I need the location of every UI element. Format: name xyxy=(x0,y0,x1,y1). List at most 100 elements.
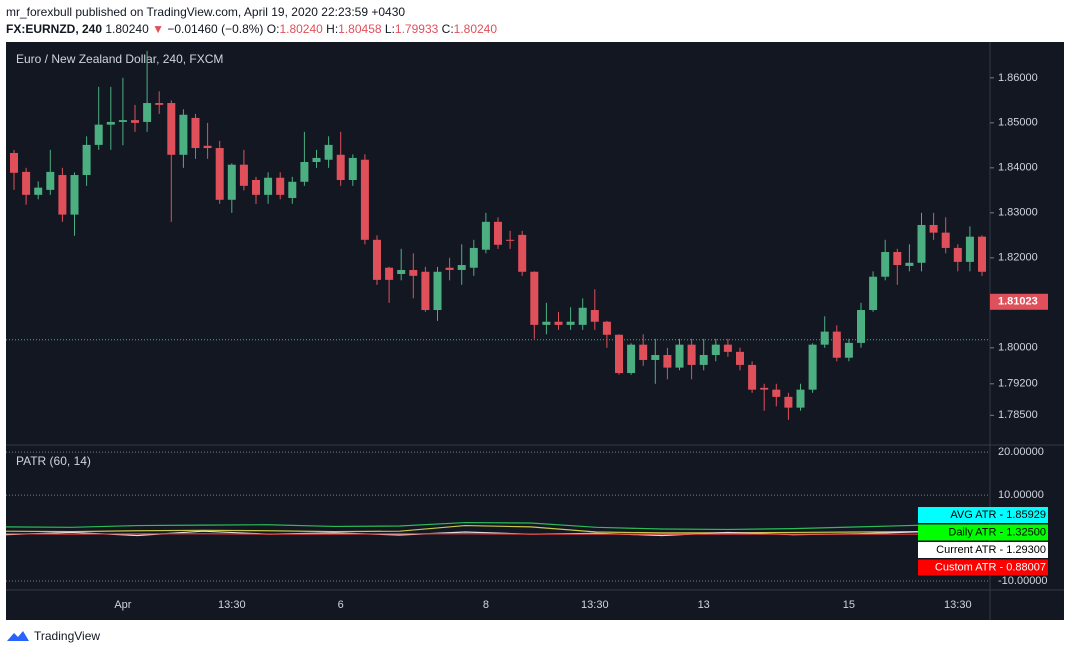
candle-body xyxy=(94,124,103,145)
main-title: Euro / New Zealand Dollar, 240, FXCM xyxy=(16,52,223,66)
chart: Euro / New Zealand Dollar, 240, FXCM PAT… xyxy=(6,42,1064,620)
candle-body xyxy=(978,236,986,272)
x-tick-label: Apr xyxy=(114,599,131,611)
candle-body xyxy=(469,247,478,268)
atr-label: Custom ATR - 0.88007 xyxy=(935,561,1046,573)
candle-body xyxy=(167,103,176,155)
candle-body xyxy=(155,103,164,105)
candle-body xyxy=(336,154,345,180)
candle-body xyxy=(530,271,539,325)
candle-body xyxy=(578,307,587,325)
x-tick-label: 13:30 xyxy=(218,599,246,611)
candle-body xyxy=(10,152,18,173)
indicator-line xyxy=(6,524,990,534)
candle-body xyxy=(324,144,333,160)
header-line-2: FX:EURNZD, 240 1.80240 ▼ −0.01460 (−0.8%… xyxy=(6,22,497,36)
candle-body xyxy=(118,120,127,122)
h-value: 1.80458 xyxy=(338,22,382,36)
brand: TradingView xyxy=(34,629,101,643)
candle-body xyxy=(276,177,285,195)
y-tick-label: 1.83000 xyxy=(998,207,1038,219)
candle-body xyxy=(663,355,672,368)
last-price-label: 1.81023 xyxy=(998,296,1038,308)
candle-body xyxy=(905,262,914,266)
candle-body xyxy=(203,145,212,149)
candle-body xyxy=(566,321,575,325)
candle-body xyxy=(723,344,732,352)
candle-body xyxy=(22,171,31,195)
candle-body xyxy=(917,224,926,263)
candle-body xyxy=(106,121,115,125)
candle-body xyxy=(397,269,406,275)
header-line-1: mr_forexbull published on TradingView.co… xyxy=(6,5,405,19)
y2-tick-label: -10.00000 xyxy=(998,575,1048,587)
candle-body xyxy=(385,267,394,280)
candle-body xyxy=(215,148,224,200)
candle-body xyxy=(881,251,890,277)
atr-label: AVG ATR - 1.85929 xyxy=(950,509,1046,521)
indicator-line xyxy=(6,533,990,535)
candle-body xyxy=(736,351,744,365)
y2-tick-label: 20.00000 xyxy=(998,446,1044,458)
x-tick-label: 13:30 xyxy=(581,599,609,611)
candle-body xyxy=(953,247,962,262)
candle-body xyxy=(348,157,357,180)
candle-body xyxy=(288,181,297,198)
candle-body xyxy=(602,321,611,335)
candle-body xyxy=(445,267,454,270)
candle-body xyxy=(941,232,950,248)
y-tick-label: 1.84000 xyxy=(998,162,1038,174)
candle-body xyxy=(82,144,91,176)
candle-body xyxy=(869,276,878,311)
candle-body xyxy=(70,175,79,215)
c-label: C: xyxy=(441,22,454,36)
last-price-box xyxy=(990,293,1048,310)
h-label: H: xyxy=(326,22,339,36)
candle-body xyxy=(506,239,515,241)
candle-body xyxy=(433,271,442,311)
candle-body xyxy=(711,344,720,356)
candle-body xyxy=(373,239,381,280)
candle-body xyxy=(179,114,188,155)
y-tick-label: 1.82000 xyxy=(998,252,1038,264)
candle-body xyxy=(58,175,67,215)
x-tick-label: 13 xyxy=(698,599,710,611)
plot xyxy=(6,50,990,537)
change: −0.01460 (−0.8%) xyxy=(167,22,264,36)
candle-body xyxy=(590,310,599,322)
candle-body xyxy=(264,177,273,195)
x-tick-label: 8 xyxy=(483,599,489,611)
candle-body xyxy=(239,164,248,186)
c-value: 1.80240 xyxy=(453,22,498,36)
candle-body xyxy=(554,321,563,325)
y2-tick-label: 10.00000 xyxy=(998,489,1044,501)
x-tick-label: 15 xyxy=(843,599,855,611)
candle-body xyxy=(252,179,260,195)
logo xyxy=(7,631,29,641)
candle-body xyxy=(518,234,527,272)
candle-body xyxy=(615,334,623,374)
candle-body xyxy=(542,321,551,325)
candle-body xyxy=(844,342,853,358)
candle-body xyxy=(34,187,43,195)
candle-body xyxy=(627,344,636,374)
l-label: L: xyxy=(384,22,395,36)
y-tick-label: 1.79200 xyxy=(998,378,1038,390)
candle-body xyxy=(929,224,938,233)
o-label: O: xyxy=(266,22,280,36)
atr-label-box xyxy=(918,542,1048,558)
y-tick-label: 1.86000 xyxy=(998,72,1038,84)
x-tick-label: 6 xyxy=(338,599,344,611)
candle-body xyxy=(46,171,55,190)
candle-body xyxy=(675,344,684,368)
indicator-title: PATR (60, 14) xyxy=(16,454,91,468)
indicator-line xyxy=(6,521,990,531)
atr-label: Daily ATR - 1.32500 xyxy=(948,526,1046,538)
candle-body xyxy=(893,251,902,266)
candle-body xyxy=(651,355,660,360)
atr-label: Current ATR - 1.29300 xyxy=(936,544,1046,556)
footer: TradingView xyxy=(6,626,100,646)
atr-label-box xyxy=(918,507,1048,523)
arrow: ▼ xyxy=(152,22,164,36)
